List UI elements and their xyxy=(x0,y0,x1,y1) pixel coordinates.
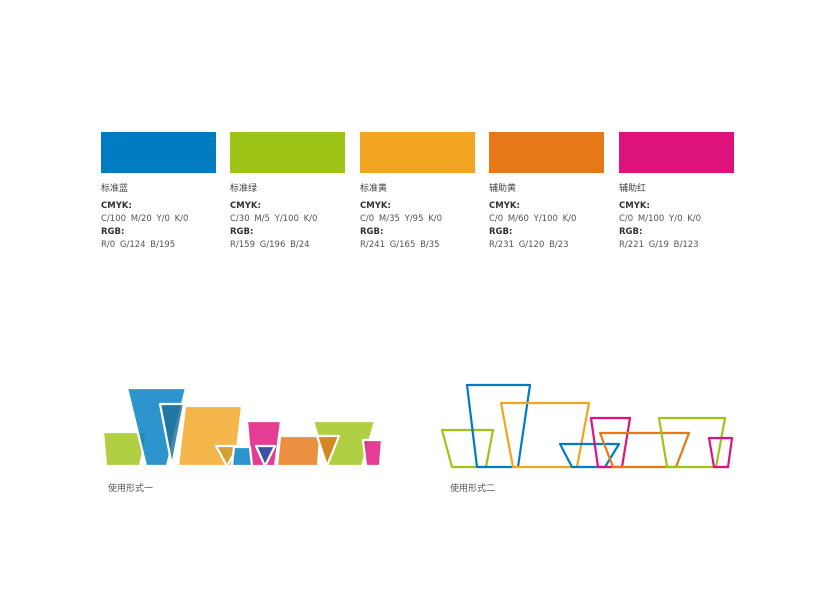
filled-shape-9 xyxy=(254,444,277,468)
rgb-value: R/159 G/196 B/24 xyxy=(230,240,310,250)
cmyk-label: CMYK: xyxy=(360,201,391,211)
outline-shape-7 xyxy=(707,436,734,469)
filled-shape-3 xyxy=(158,402,186,468)
swatch-2: 标准黄 CMYK: C/0 M/35 Y/95 K/0 RGB: R/241 G… xyxy=(360,132,475,250)
outline-shape-3 xyxy=(558,442,621,469)
cmyk-value: C/100 M/20 Y/0 K/0 xyxy=(101,214,189,224)
color-name: 辅助黄 xyxy=(489,184,517,194)
outline-shape-0 xyxy=(440,428,495,469)
usage-form-filled xyxy=(101,386,384,468)
color-name: 标准蓝 xyxy=(101,184,129,194)
filled-shape-6 xyxy=(275,434,322,468)
rgb-value: R/0 G/124 B/195 xyxy=(101,240,176,250)
usage-caption-2: 使用形式二 xyxy=(450,484,496,494)
outline-shape-6 xyxy=(657,416,727,469)
color-name: 标准绿 xyxy=(230,184,258,194)
color-chip xyxy=(619,132,734,173)
outline-shape-5 xyxy=(598,431,691,469)
rgb-label: RGB: xyxy=(230,227,254,237)
cmyk-value: C/0 M/35 Y/95 K/0 xyxy=(360,214,443,224)
swatch-0: 标准蓝 CMYK: C/100 M/20 Y/0 K/0 RGB: R/0 G/… xyxy=(101,132,216,250)
filled-shape-8 xyxy=(230,445,254,468)
rgb-label: RGB: xyxy=(360,227,384,237)
color-chip xyxy=(360,132,475,173)
rgb-value: R/241 G/165 B/35 xyxy=(360,240,440,250)
rgb-value: R/231 G/120 B/23 xyxy=(489,240,569,250)
cmyk-value: C/30 M/5 Y/100 K/0 xyxy=(230,214,318,224)
swatch-3: 辅助黄 CMYK: C/0 M/60 Y/100 K/0 RGB: R/231 … xyxy=(489,132,604,250)
cmyk-label: CMYK: xyxy=(489,201,520,211)
cmyk-label: CMYK: xyxy=(101,201,132,211)
filled-shape-11 xyxy=(361,438,384,468)
color-name: 标准黄 xyxy=(360,184,388,194)
color-chip xyxy=(101,132,216,173)
filled-shape-0 xyxy=(101,430,149,468)
color-chip xyxy=(230,132,345,173)
rgb-label: RGB: xyxy=(489,227,513,237)
swatch-1: 标准绿 CMYK: C/30 M/5 Y/100 K/0 RGB: R/159 … xyxy=(230,132,345,250)
swatch-4: 辅助红 CMYK: C/0 M/100 Y/0 K/0 RGB: R/221 G… xyxy=(619,132,734,250)
usage-caption-1: 使用形式一 xyxy=(108,484,154,494)
rgb-label: RGB: xyxy=(619,227,643,237)
cmyk-value: C/0 M/100 Y/0 K/0 xyxy=(619,214,702,224)
outline-shape-1 xyxy=(465,383,532,469)
color-chip xyxy=(489,132,604,173)
color-name: 辅助红 xyxy=(619,184,647,194)
usage-form-outline xyxy=(440,383,734,469)
outline-shape-2 xyxy=(499,401,591,469)
rgb-value: R/221 G/19 B/123 xyxy=(619,240,699,250)
cmyk-value: C/0 M/60 Y/100 K/0 xyxy=(489,214,577,224)
filled-shape-10 xyxy=(315,434,341,468)
cmyk-label: CMYK: xyxy=(619,201,650,211)
rgb-label: RGB: xyxy=(101,227,125,237)
cmyk-label: CMYK: xyxy=(230,201,261,211)
